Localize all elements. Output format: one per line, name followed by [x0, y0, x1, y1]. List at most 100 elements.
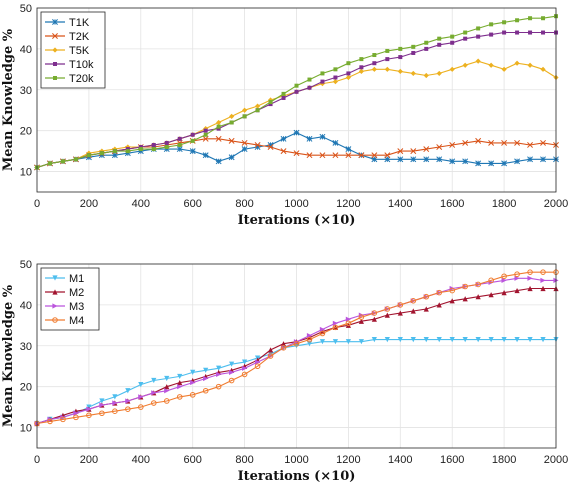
data-point	[216, 126, 221, 131]
y-tick-label: 10	[20, 167, 32, 179]
data-point	[307, 85, 312, 90]
legend-bottom: M1 M2 M3 M4	[40, 267, 100, 331]
data-point	[177, 384, 183, 390]
data-point	[319, 339, 326, 345]
series-layer-top	[34, 14, 559, 171]
data-point	[320, 79, 325, 84]
data-point	[437, 36, 442, 41]
data-point	[514, 271, 520, 278]
legend-swatch-marker	[52, 289, 58, 295]
data-point	[137, 148, 144, 155]
data-point	[112, 149, 117, 154]
data-point	[332, 320, 339, 326]
data-point	[86, 406, 92, 412]
data-point	[436, 337, 442, 343]
data-point	[98, 152, 105, 159]
legend-label-m2: M2	[69, 287, 84, 299]
data-point	[203, 367, 209, 373]
data-point	[190, 138, 195, 143]
data-point	[358, 314, 365, 320]
x-tick-label: 200	[80, 454, 98, 466]
data-point	[384, 312, 390, 318]
legend-swatch-marker	[53, 62, 57, 66]
x-tick-label: 1600	[440, 198, 464, 210]
data-point	[475, 337, 481, 343]
data-point	[216, 124, 221, 129]
data-point	[410, 156, 417, 163]
x-tick-label: 1000	[284, 198, 308, 210]
data-point	[475, 294, 481, 300]
data-point	[177, 373, 183, 380]
data-point	[73, 157, 78, 162]
data-point	[138, 404, 144, 410]
data-point	[47, 161, 52, 166]
legend-label-m3: M3	[69, 301, 84, 313]
legend-swatch-marker	[52, 47, 58, 53]
data-point	[475, 160, 482, 167]
data-point	[294, 89, 299, 94]
data-point	[449, 337, 455, 343]
data-point	[501, 66, 507, 72]
data-point	[346, 71, 351, 76]
data-point	[436, 156, 443, 163]
data-point	[125, 406, 131, 412]
data-point	[176, 394, 183, 400]
data-point	[527, 142, 534, 148]
data-point	[359, 57, 364, 62]
data-point	[254, 144, 261, 150]
data-point	[150, 400, 157, 406]
data-point	[177, 136, 182, 141]
data-point	[501, 290, 507, 296]
data-point	[228, 137, 235, 144]
data-point	[462, 296, 468, 302]
data-point	[398, 46, 403, 51]
data-point	[229, 369, 235, 375]
x-tick-label: 800	[235, 198, 253, 210]
data-point	[280, 148, 287, 155]
data-point	[216, 119, 222, 126]
data-point	[462, 158, 469, 165]
data-point	[125, 149, 130, 154]
data-point	[255, 108, 260, 113]
data-point	[203, 128, 208, 133]
data-point	[241, 139, 248, 146]
series-t20k	[35, 14, 558, 170]
data-point	[73, 410, 79, 416]
data-point	[501, 273, 507, 280]
data-point	[489, 22, 494, 27]
data-point	[112, 394, 118, 400]
data-point	[371, 152, 378, 159]
data-point	[267, 353, 274, 359]
data-point	[125, 398, 131, 404]
data-point	[319, 330, 326, 337]
data-point	[385, 48, 390, 53]
data-point	[242, 359, 248, 365]
data-point	[371, 310, 378, 316]
data-point	[527, 285, 533, 292]
data-point	[463, 30, 468, 35]
data-point	[449, 158, 456, 165]
data-point	[385, 57, 390, 62]
data-point	[372, 61, 377, 66]
data-point	[111, 152, 118, 159]
data-point	[501, 160, 508, 167]
data-point	[449, 142, 456, 148]
data-point	[411, 44, 416, 49]
data-point	[164, 375, 170, 382]
legend-top: T1K T2K T5K T10k T20k	[40, 11, 106, 89]
data-point	[540, 269, 546, 275]
legend-swatch-marker	[52, 275, 58, 281]
data-point	[410, 298, 417, 304]
x-tick-label: 0	[34, 454, 40, 466]
data-point	[436, 289, 443, 296]
data-point	[372, 53, 377, 58]
tick-labels-top: 0 200 400 600 800 1000 1200 1400 1600 1800 2000 10 2…	[20, 3, 568, 210]
data-point	[514, 275, 520, 281]
data-point	[254, 142, 261, 148]
legend-swatch-marker	[52, 33, 58, 39]
data-point	[190, 369, 196, 375]
data-point	[488, 277, 494, 284]
data-point	[502, 30, 507, 35]
y-tick-label: 50	[20, 3, 32, 15]
data-point	[410, 70, 416, 77]
